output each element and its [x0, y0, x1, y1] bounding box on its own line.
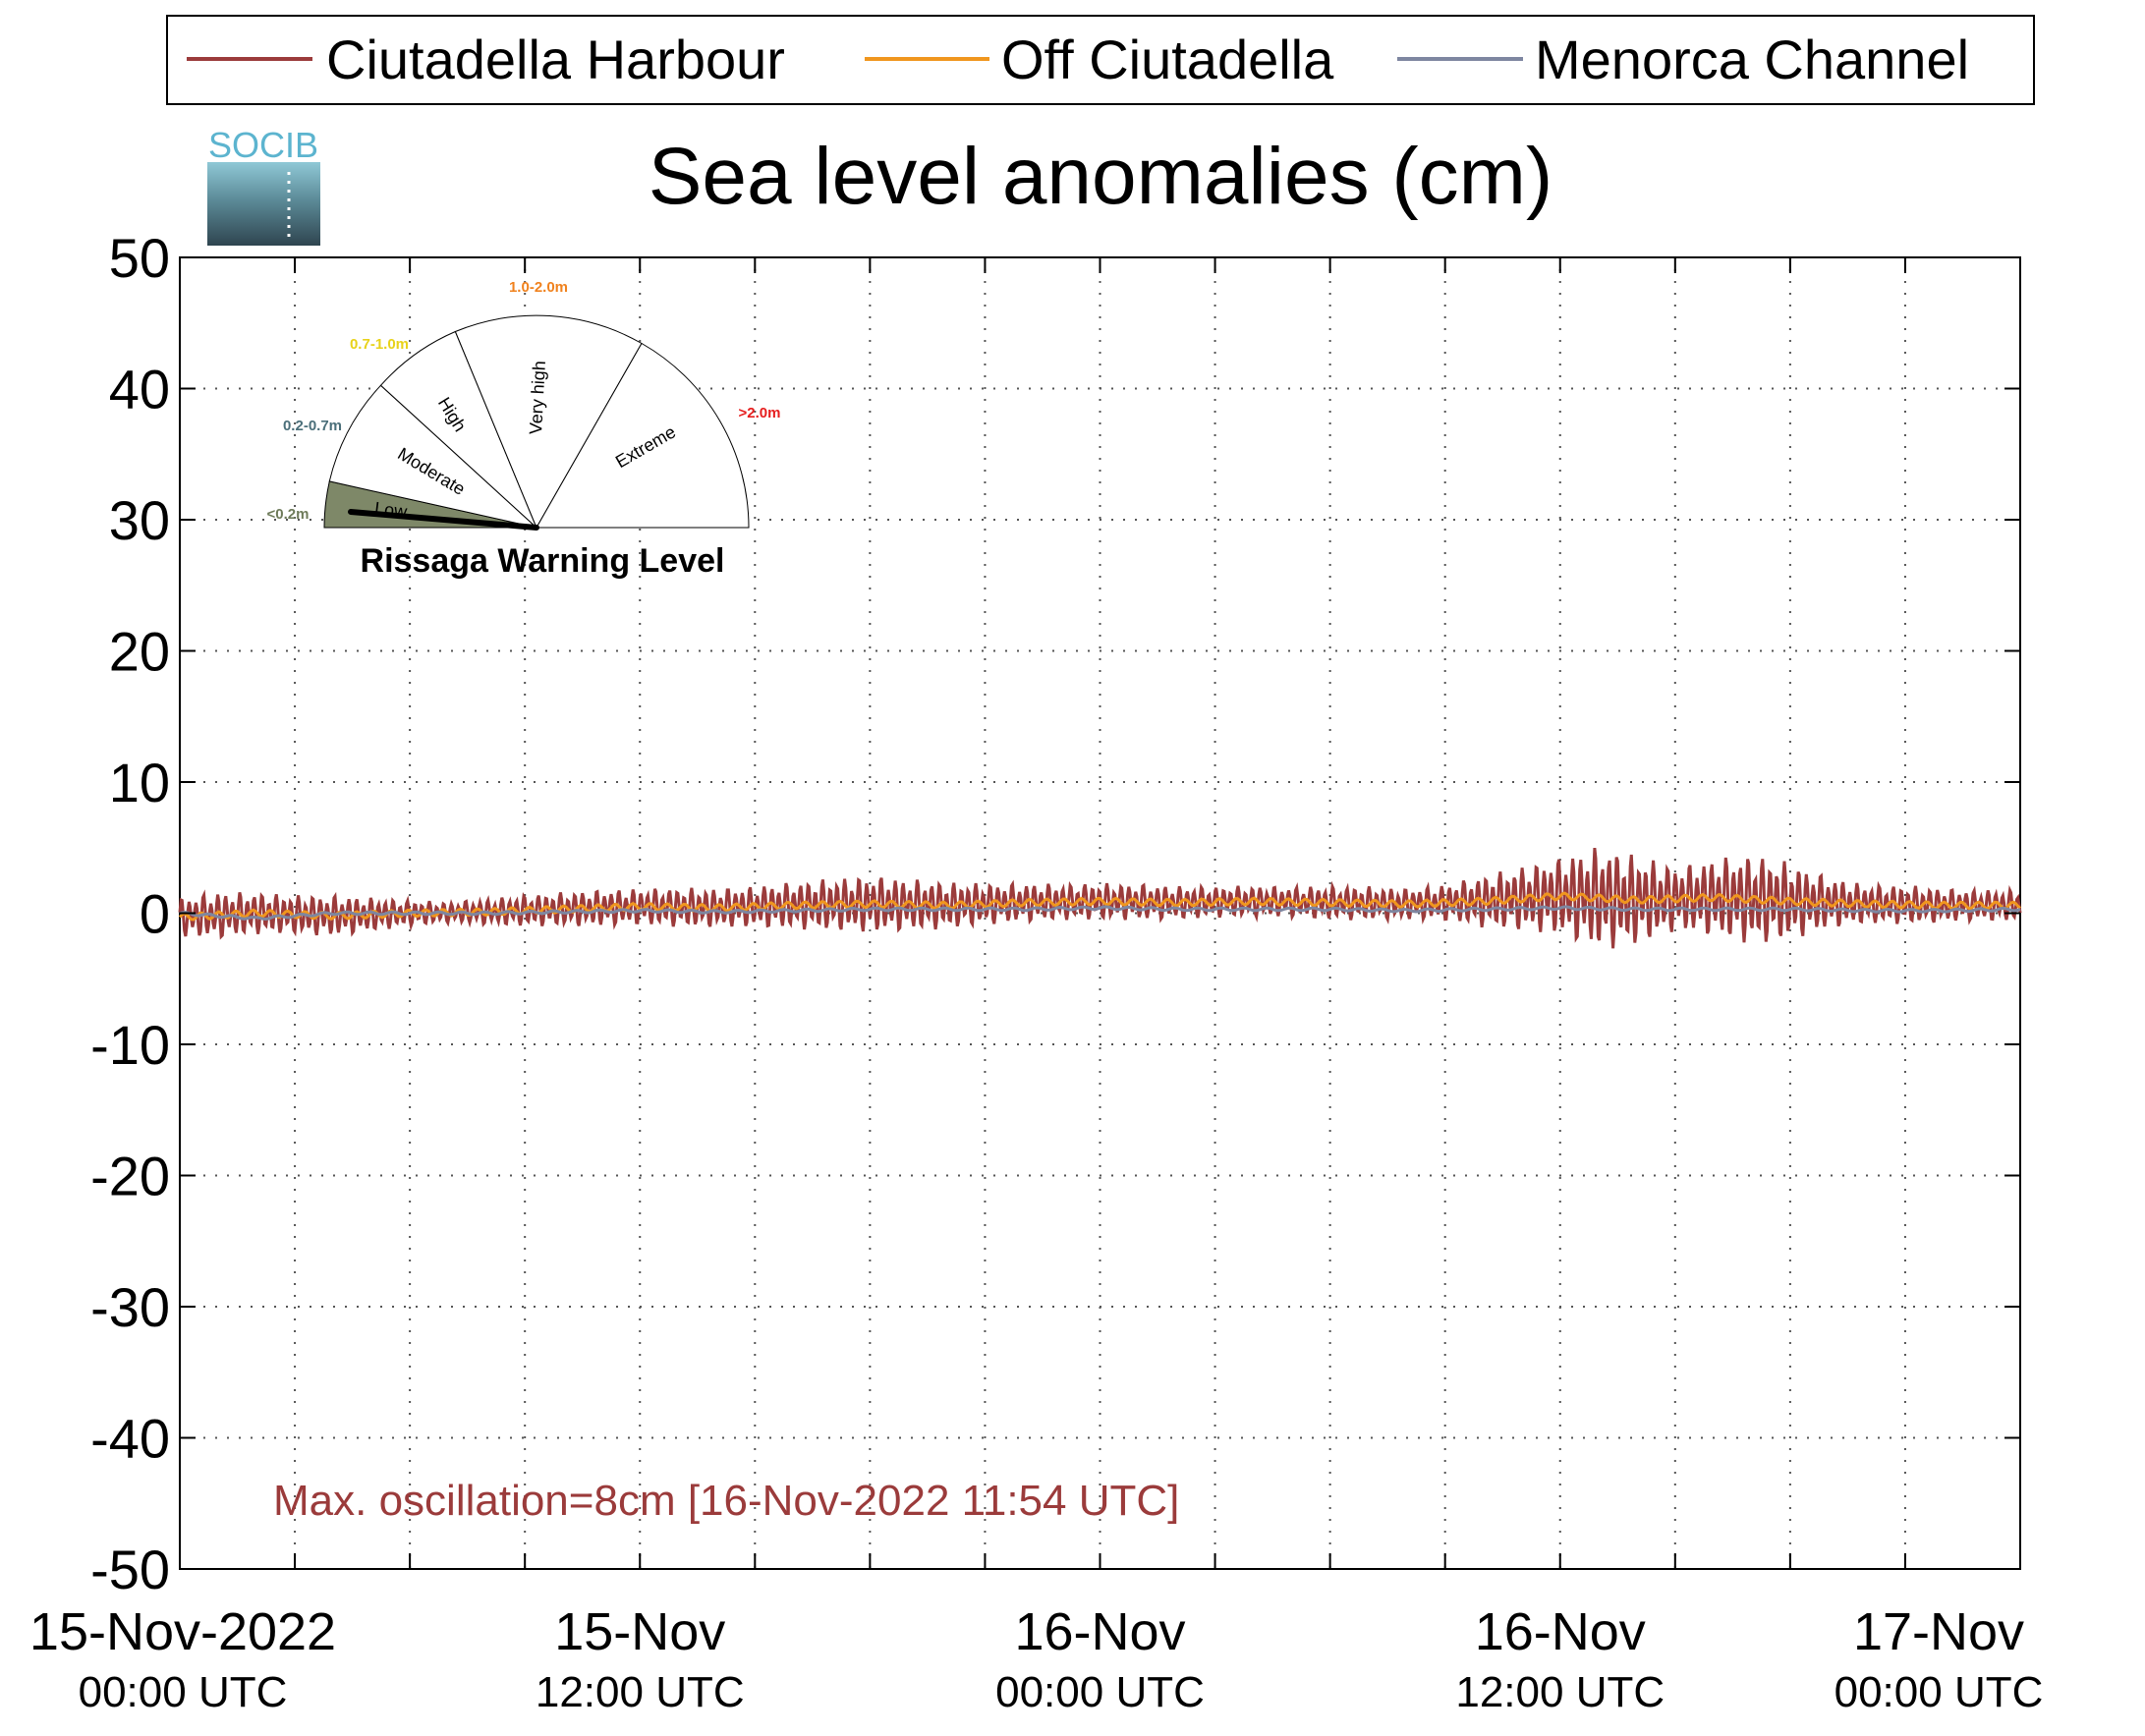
- chart-title: Sea level anomalies (cm): [649, 132, 1553, 221]
- max-oscillation-annotation: Max. oscillation=8cm [16-Nov-2022 11:54 …: [273, 1477, 1179, 1525]
- y-tick-label: 20: [109, 621, 170, 683]
- y-tick-label: -20: [90, 1146, 170, 1207]
- gauge-sector-very-high: [454, 314, 643, 530]
- y-tick-label: 30: [109, 489, 170, 551]
- legend-label-menorca-channel: Menorca Channel: [1535, 28, 1969, 90]
- x-tick-label-date: 15-Nov-2022: [29, 1602, 336, 1661]
- gauge-range-low: <0.2m: [267, 506, 310, 523]
- x-tick-label-time: 00:00 UTC: [1835, 1668, 2044, 1716]
- gauge-needle: [348, 509, 539, 531]
- y-tick-label: 40: [109, 359, 170, 420]
- y-tick-label: 0: [140, 883, 170, 945]
- y-tick-label: -10: [90, 1014, 170, 1076]
- legend-label-ciutadella-harbour: Ciutadella Harbour: [326, 28, 785, 90]
- x-tick-label-time: 00:00 UTC: [995, 1668, 1205, 1716]
- gauge-sector-moderate: [328, 384, 538, 529]
- socib-logo: SOCIB: [207, 125, 320, 246]
- logo-text: SOCIB: [208, 125, 318, 165]
- rissaga-gauge: Low Moderate High Very high Extreme <0.2…: [267, 279, 781, 580]
- gauge-label-very-high: Very high: [526, 361, 549, 435]
- gauge-range-moderate: 0.2-0.7m: [283, 418, 342, 434]
- y-tick-label: -40: [90, 1408, 170, 1470]
- gauge-title: Rissaga Warning Level: [361, 542, 725, 580]
- legend-box: [166, 15, 2035, 105]
- x-tick-label-date: 16-Nov: [1014, 1602, 1185, 1661]
- series-line-menorca-channel: [179, 905, 2021, 922]
- series-line-off-ciutadella: [178, 891, 2022, 922]
- gauge-range-very-high: 1.0-2.0m: [509, 279, 568, 296]
- x-tick-label-time: 00:00 UTC: [79, 1668, 288, 1716]
- gauge-range-extreme: >2.0m: [739, 405, 781, 421]
- x-tick-label-date: 17-Nov: [1853, 1602, 2024, 1661]
- gauge-sector-extreme: [536, 342, 750, 529]
- gauge-range-high: 0.7-1.0m: [350, 336, 409, 353]
- legend-label-off-ciutadella: Off Ciutadella: [1001, 28, 1334, 90]
- series-line-ciutadella-harbour: [178, 847, 2022, 949]
- x-tick-label-time: 12:00 UTC: [1455, 1668, 1665, 1716]
- series-layer: [178, 847, 2022, 949]
- x-tick-label-date: 16-Nov: [1475, 1602, 1646, 1661]
- y-tick-label: -30: [90, 1276, 170, 1338]
- y-tick-label: -50: [90, 1539, 170, 1600]
- x-tick-label-time: 12:00 UTC: [536, 1668, 745, 1716]
- legend: Ciutadella Harbour Off Ciutadella Menorc…: [166, 15, 2035, 105]
- y-tick-label: 50: [109, 227, 170, 289]
- x-tick-label-date: 15-Nov: [554, 1602, 725, 1661]
- y-tick-label: 10: [109, 752, 170, 813]
